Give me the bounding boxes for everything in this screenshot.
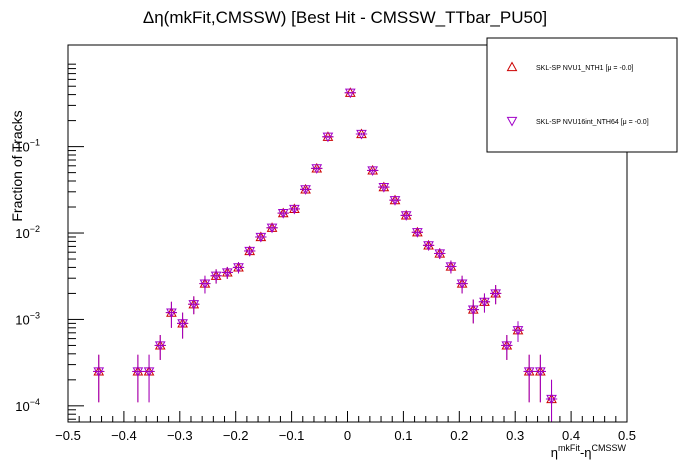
data-point — [188, 300, 200, 310]
y-tick-exp: −4 — [30, 397, 40, 407]
plot-series — [93, 87, 558, 422]
data-point — [244, 246, 256, 257]
x-tick-label: −0.4 — [111, 428, 137, 443]
x-tick-label: −0.5 — [55, 428, 81, 443]
legend: SKL-SP NVU1_NTH1 [μ = -0.0] SKL-SP NVU16i… — [486, 37, 678, 153]
x-tick-label: 0.4 — [562, 428, 580, 443]
legend-marker — [506, 61, 518, 72]
x-axis-ticks: −0.5 −0.4 −0.3 −0.2 −0.1 0 0.1 0.2 0.3 0.4 0.5 — [55, 411, 636, 443]
y-tick-exp: −2 — [30, 224, 40, 234]
x-label-mid: -η — [580, 445, 592, 460]
data-point — [367, 166, 379, 176]
data-point — [154, 341, 166, 351]
legend-label: SKL-SP NVU16int_NTH64 [μ = -0.0] — [536, 119, 649, 126]
y-tick-label: 10−3 — [15, 310, 40, 327]
data-point — [289, 204, 300, 215]
y-tick-exp: −3 — [30, 310, 40, 320]
x-tick-label: −0.2 — [223, 428, 249, 443]
data-point — [255, 232, 267, 243]
x-axis-label: ηmkFit-ηCMSSW — [551, 443, 627, 460]
series-2 — [93, 88, 558, 422]
y-tick-base: 10 — [15, 312, 29, 327]
data-point — [434, 249, 446, 259]
data-point — [501, 341, 513, 351]
x-tick-label: 0.2 — [450, 428, 468, 443]
data-point — [412, 228, 423, 238]
data-point — [423, 241, 434, 251]
x-tick-label: 0.3 — [506, 428, 524, 443]
legend-entries: SKL-SP NVU1_NTH1 [μ = -0.0] SKL-SP NVU16i… — [506, 61, 649, 127]
data-point — [378, 183, 390, 193]
x-tick-label: 0 — [344, 428, 351, 443]
y-axis-ticks: 10−410−310−210−1 — [15, 63, 84, 420]
data-point — [389, 196, 401, 206]
data-point — [199, 279, 211, 290]
data-point — [277, 209, 289, 219]
x-label-base: η — [551, 445, 558, 460]
x-tick-label: −0.1 — [279, 428, 305, 443]
y-tick-exp: −1 — [30, 138, 40, 148]
data-point — [233, 263, 244, 273]
y-tick-base: 10 — [15, 399, 29, 414]
chart-title: Δη(mkFit,CMSSW) [Best Hit - CMSSW_TTbar_… — [143, 8, 547, 27]
x-tick-label: 0.1 — [394, 428, 412, 443]
y-tick-base: 10 — [15, 226, 29, 241]
x-tick-label: 0.5 — [618, 428, 636, 443]
data-point — [445, 262, 457, 273]
legend-box — [486, 37, 678, 153]
data-point — [177, 319, 188, 329]
data-point — [93, 367, 105, 377]
x-label-sup2: CMSSW — [592, 443, 627, 453]
y-axis-label: Fraction of Tracks — [9, 110, 25, 221]
data-point — [266, 223, 278, 234]
data-point — [456, 279, 468, 290]
x-label-sup1: mkFit — [558, 443, 580, 453]
y-tick-label: 10−4 — [15, 397, 40, 414]
data-point — [535, 367, 546, 377]
data-point — [210, 271, 222, 282]
data-point — [523, 367, 535, 377]
data-point — [479, 297, 490, 308]
data-point — [300, 185, 311, 195]
data-point — [132, 367, 144, 377]
data-point — [166, 308, 177, 319]
y-tick-label: 10−1 — [15, 138, 40, 155]
x-tick-label: −0.3 — [167, 428, 193, 443]
data-point — [322, 132, 334, 143]
y-tick-label: 10−2 — [15, 224, 40, 241]
data-point — [546, 394, 557, 405]
data-point — [467, 305, 479, 316]
legend-label: SKL-SP NVU1_NTH1 [μ = -0.0] — [536, 65, 634, 72]
data-point — [490, 289, 501, 299]
data-point — [344, 88, 356, 99]
plot-frame — [67, 44, 628, 423]
data-point — [221, 268, 233, 278]
data-point — [356, 129, 367, 140]
data-point — [311, 164, 323, 174]
data-point — [512, 326, 524, 336]
y-tick-base: 10 — [15, 140, 29, 155]
data-point — [143, 367, 155, 377]
data-point — [400, 211, 412, 221]
legend-marker — [506, 116, 518, 127]
